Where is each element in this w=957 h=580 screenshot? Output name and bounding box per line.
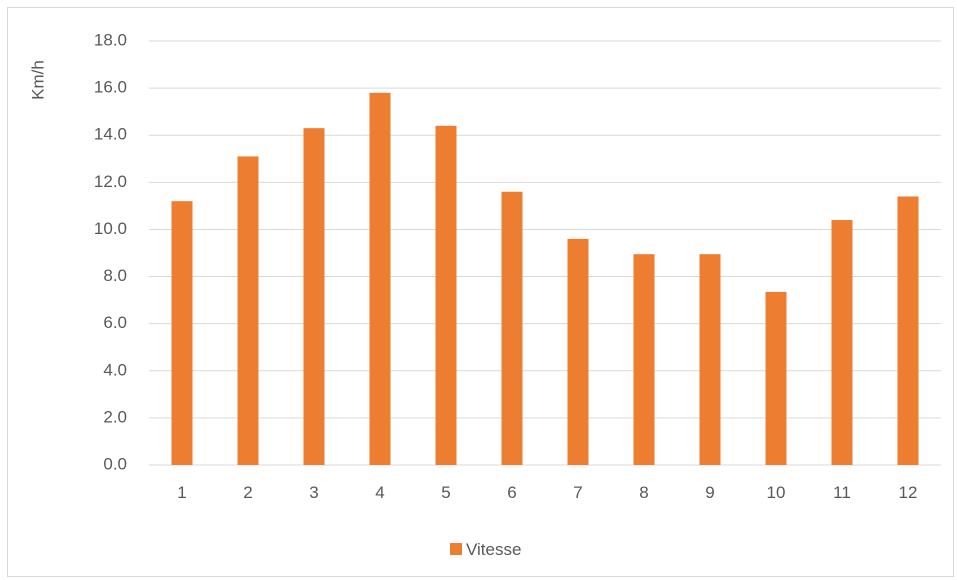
y-tick-label: 14.0 bbox=[94, 125, 127, 144]
x-tick-label: 1 bbox=[177, 483, 186, 502]
bar-10 bbox=[765, 291, 787, 465]
y-tick-label: 2.0 bbox=[103, 407, 127, 426]
x-tick-label: 3 bbox=[309, 483, 318, 502]
x-axis-ticks: 1 2 3 4 5 6 7 8 9 10 11 12 bbox=[177, 483, 917, 502]
x-tick-label: 9 bbox=[705, 483, 714, 502]
bar-11 bbox=[831, 220, 853, 465]
x-tick-label: 11 bbox=[833, 483, 851, 502]
x-tick-label: 2 bbox=[243, 483, 252, 502]
bar-7 bbox=[567, 238, 589, 465]
bar-9 bbox=[699, 254, 721, 465]
bar-12 bbox=[897, 196, 919, 465]
bar-4 bbox=[369, 92, 391, 466]
x-tick-label: 12 bbox=[899, 483, 918, 502]
x-tick-label: 6 bbox=[507, 483, 516, 502]
chart-frame bbox=[7, 7, 954, 577]
y-tick-label: 18.0 bbox=[94, 30, 127, 49]
x-tick-label: 8 bbox=[639, 483, 648, 502]
bar-1 bbox=[171, 201, 193, 465]
y-tick-label: 4.0 bbox=[103, 360, 127, 379]
y-tick-label: 10.0 bbox=[94, 219, 127, 238]
y-tick-label: 8.0 bbox=[103, 266, 127, 285]
bar-2 bbox=[237, 156, 259, 465]
y-axis-ticks: 0.0 2.0 4.0 6.0 8.0 10.0 12.0 14.0 16.0 18.0 bbox=[94, 30, 127, 473]
y-tick-label: 16.0 bbox=[94, 78, 127, 97]
y-axis-title: Km/h bbox=[28, 60, 47, 100]
legend-label: Vitesse bbox=[466, 540, 521, 559]
bar-5 bbox=[435, 125, 457, 466]
bar-8 bbox=[633, 254, 655, 465]
legend: Vitesse bbox=[450, 540, 521, 559]
y-tick-label: 0.0 bbox=[103, 454, 127, 473]
x-tick-label: 4 bbox=[375, 483, 384, 502]
legend-swatch bbox=[450, 543, 462, 555]
x-tick-label: 5 bbox=[441, 483, 450, 502]
gridlines bbox=[149, 40, 941, 466]
bar-6 bbox=[501, 191, 523, 465]
x-tick-label: 10 bbox=[767, 483, 786, 502]
y-tick-label: 12.0 bbox=[94, 172, 127, 191]
x-tick-label: 7 bbox=[573, 483, 582, 502]
y-tick-label: 6.0 bbox=[103, 313, 127, 332]
bars bbox=[171, 92, 919, 466]
bar-3 bbox=[303, 128, 325, 465]
